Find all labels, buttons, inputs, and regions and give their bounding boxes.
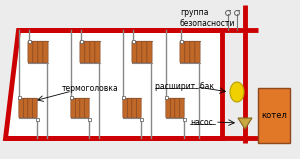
FancyBboxPatch shape [147,41,152,63]
FancyBboxPatch shape [123,98,128,118]
FancyBboxPatch shape [175,98,180,118]
Text: котел: котел [261,111,287,120]
Bar [28,39,31,42]
FancyBboxPatch shape [95,41,100,63]
FancyBboxPatch shape [32,98,37,118]
FancyBboxPatch shape [179,98,184,118]
Text: группа
безопасности: группа безопасности [180,8,236,28]
FancyBboxPatch shape [132,98,137,118]
Bar [258,88,290,143]
FancyBboxPatch shape [142,41,147,63]
FancyBboxPatch shape [38,41,43,63]
Text: насос: насос [190,118,213,127]
Bar [131,39,134,42]
Bar [17,96,20,98]
FancyBboxPatch shape [80,98,85,118]
FancyBboxPatch shape [85,41,90,63]
FancyBboxPatch shape [127,98,132,118]
FancyBboxPatch shape [75,98,80,118]
Bar [88,118,91,121]
Polygon shape [238,118,252,129]
Bar [122,96,124,98]
Text: расширит. бак: расширит. бак [155,82,214,91]
Bar [182,118,185,121]
Bar [70,96,73,98]
FancyBboxPatch shape [23,98,28,118]
FancyBboxPatch shape [195,41,200,63]
FancyBboxPatch shape [19,98,24,118]
Ellipse shape [230,82,244,102]
FancyBboxPatch shape [43,41,48,63]
Bar [140,118,142,121]
FancyBboxPatch shape [170,98,175,118]
FancyBboxPatch shape [90,41,95,63]
FancyBboxPatch shape [132,41,137,63]
FancyBboxPatch shape [136,98,141,118]
FancyBboxPatch shape [28,41,33,63]
FancyBboxPatch shape [71,98,76,118]
FancyBboxPatch shape [185,41,190,63]
FancyBboxPatch shape [190,41,195,63]
Polygon shape [5,30,222,138]
Text: термоголовка: термоголовка [62,84,119,93]
FancyBboxPatch shape [166,98,171,118]
FancyBboxPatch shape [33,41,38,63]
Bar [35,118,38,121]
FancyBboxPatch shape [28,98,33,118]
FancyBboxPatch shape [180,41,185,63]
FancyBboxPatch shape [84,98,89,118]
Bar [80,39,82,42]
Bar [179,39,182,42]
FancyBboxPatch shape [80,41,85,63]
Bar [164,96,167,98]
FancyBboxPatch shape [137,41,142,63]
